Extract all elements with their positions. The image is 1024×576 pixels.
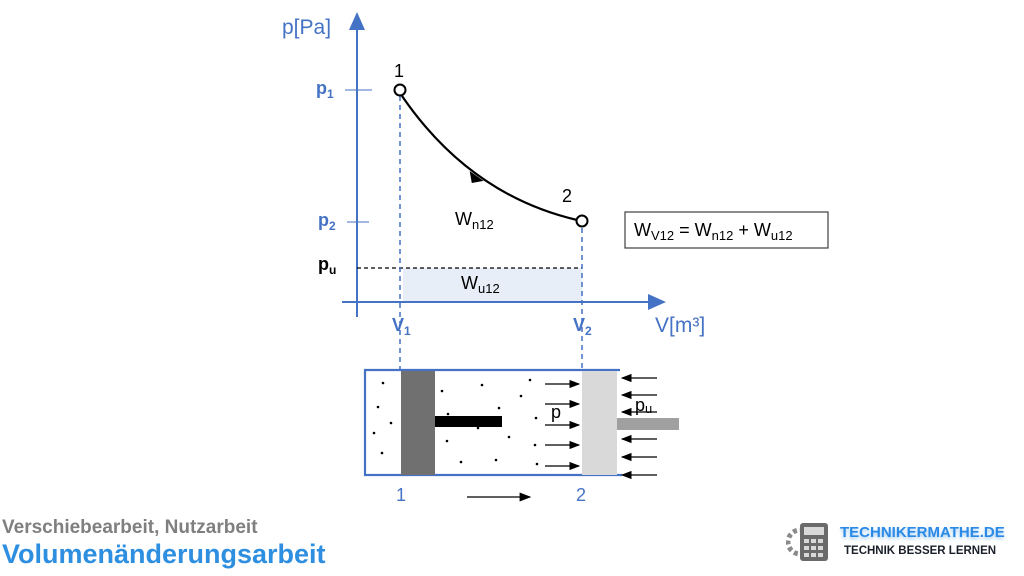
direction-arrow-icon <box>469 171 484 183</box>
cylinder: p pu 1 2 <box>363 368 679 505</box>
wu12-area <box>403 268 582 302</box>
p2-label: p2 <box>318 210 336 233</box>
position-2-label: 2 <box>576 485 586 505</box>
outside-pressure-arrows <box>620 373 657 480</box>
calculator-gear-icon <box>786 523 828 561</box>
process-curve <box>401 95 578 222</box>
gas-particles <box>372 378 539 466</box>
wn12-label: Wn12 <box>455 209 494 232</box>
y-axis-label: p[Pa] <box>282 16 331 39</box>
piston-rod-right <box>617 418 679 430</box>
p1-label: p1 <box>316 78 334 101</box>
logo: TECHNIKERMATHE.DE TECHNIK BESSER LERNEN <box>786 519 1016 565</box>
point-2-label: 2 <box>562 186 572 206</box>
position-1-label: 1 <box>396 485 406 505</box>
page-title: Volumenänderungsarbeit <box>2 539 326 569</box>
piston-rod <box>435 416 502 427</box>
wu12-label: Wu12 <box>461 273 500 296</box>
equation-box <box>624 211 829 249</box>
point-1-label: 1 <box>394 61 404 81</box>
x-axis-label: V[m³] <box>655 314 705 337</box>
pu-outside-label: pu <box>635 395 652 416</box>
inside-pressure-arrows <box>545 379 581 471</box>
p-inside-label: p <box>551 402 561 422</box>
equation: WV12 = Wn12 + Wu12 <box>634 220 793 243</box>
subtitle: Verschiebearbeit, Nutzarbeit <box>2 517 258 538</box>
v1-label: V1 <box>392 315 411 338</box>
pu-label: pu <box>318 254 336 277</box>
piston-end <box>582 371 617 475</box>
logo-tagline: TECHNIK BESSER LERNEN <box>844 545 997 557</box>
state-point-1 <box>393 83 407 97</box>
state-point-2 <box>575 214 589 228</box>
piston-start <box>401 371 435 475</box>
logo-text: TECHNIKERMATHE.DE <box>840 524 1005 541</box>
